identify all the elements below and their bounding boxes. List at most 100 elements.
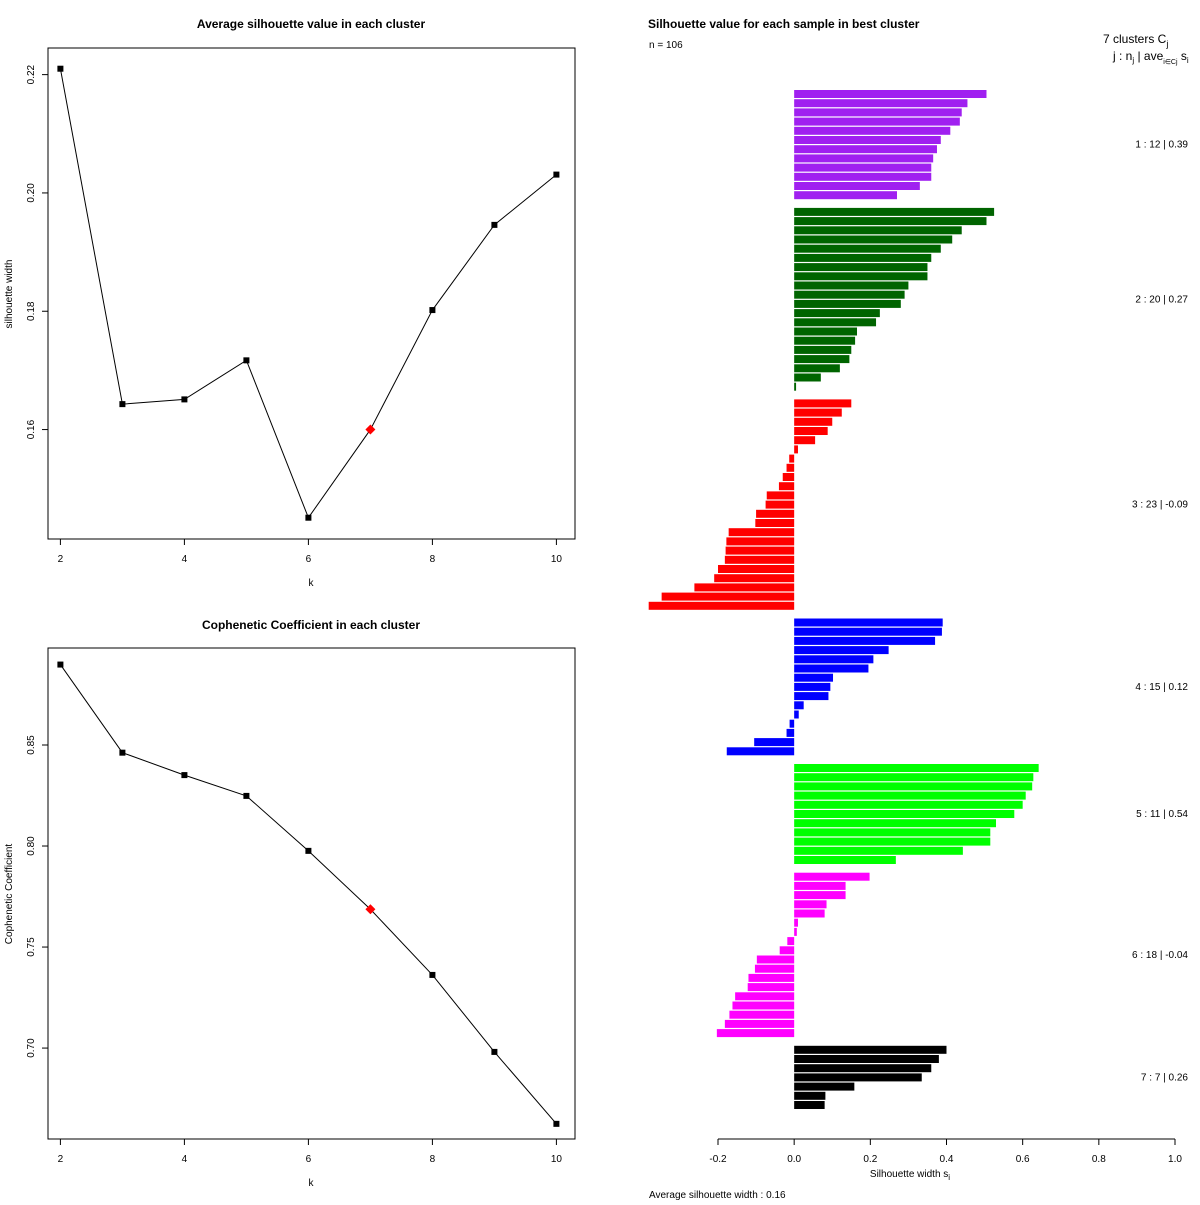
silhouette-xlabel-text: Silhouette width s xyxy=(870,1169,948,1180)
silhouette-bar xyxy=(794,692,829,701)
clusters-header: 7 clusters Cj xyxy=(1103,32,1168,49)
x-tick-label: 1.0 xyxy=(1168,1154,1182,1165)
silhouette-bar xyxy=(728,528,795,537)
silhouette-bar xyxy=(794,1082,855,1091)
silhouette-bar xyxy=(794,445,798,454)
silhouette-bar xyxy=(794,399,852,408)
data-point xyxy=(57,661,64,668)
data-point xyxy=(243,357,250,364)
silhouette-bar xyxy=(794,1101,825,1109)
cophenetic-x-axis: 2 4 6 8 10 xyxy=(58,1139,562,1165)
highlight-point xyxy=(365,424,376,435)
silhouette-bar xyxy=(794,182,920,190)
x-tick-label: 4 xyxy=(182,1154,188,1165)
silhouette-bar xyxy=(794,837,991,846)
x-tick-label: 4 xyxy=(182,554,188,565)
cophenetic-y-axis: 0.70 0.75 0.80 0.85 xyxy=(26,735,48,1058)
silhouette-bar xyxy=(765,500,795,509)
silhouette-bar xyxy=(787,937,795,946)
silhouette-bar xyxy=(766,491,795,500)
silhouette-bar xyxy=(794,655,874,664)
data-point xyxy=(429,971,436,978)
subheader-j-n: j : n xyxy=(1112,49,1132,63)
data-point xyxy=(491,1048,498,1055)
silhouette-bar xyxy=(794,226,962,235)
silhouette-bar xyxy=(748,973,795,982)
silhouette-k-title: Average silhouette value in each cluster xyxy=(197,17,426,31)
silhouette-bar xyxy=(718,565,795,573)
silhouette-bar xyxy=(754,738,795,747)
cluster-label: 4 : 15 | 0.12 xyxy=(1135,682,1188,693)
subheader-sub-cj: i∈Cj xyxy=(1163,59,1178,66)
silhouette-bar xyxy=(794,927,797,936)
silhouette-bar xyxy=(794,299,901,308)
silhouette-bars xyxy=(648,90,1039,1109)
silhouette-bar xyxy=(794,99,968,108)
series-line xyxy=(59,68,557,519)
sample-count: n = 106 xyxy=(649,40,683,51)
silhouette-bar xyxy=(735,992,795,1001)
silhouette-bar xyxy=(794,856,896,864)
silhouette-bar xyxy=(694,583,795,592)
cluster-label: 1 : 12 | 0.39 xyxy=(1135,140,1188,151)
silhouette-bar xyxy=(794,136,941,144)
silhouette-bar xyxy=(794,290,905,299)
y-tick-label: 0.85 xyxy=(26,735,37,755)
silhouette-bar xyxy=(794,800,1023,809)
silhouette-bar xyxy=(794,900,827,909)
silhouette-bar xyxy=(794,881,846,890)
data-point xyxy=(305,514,312,521)
silhouette-bar xyxy=(794,163,932,172)
silhouette-bar xyxy=(786,728,795,737)
data-point xyxy=(553,171,560,178)
silhouette-bar xyxy=(778,482,795,491)
silhouette-bar xyxy=(794,819,997,828)
silhouette-bar xyxy=(794,207,995,216)
silhouette-bar xyxy=(794,891,846,900)
y-tick-label: 0.80 xyxy=(26,836,37,856)
silhouette-bar xyxy=(779,946,795,955)
clusters-header-sub: j xyxy=(1165,39,1168,49)
y-tick-label: 0.75 xyxy=(26,937,37,957)
data-point xyxy=(57,65,64,72)
subheader-sub-i: i xyxy=(1187,56,1189,65)
x-tick-label: 2 xyxy=(58,554,64,565)
silhouette-bar xyxy=(794,909,825,918)
clusters-header-text: 7 clusters C xyxy=(1103,32,1167,46)
silhouette-bar xyxy=(794,673,834,682)
silhouette-bar xyxy=(794,773,1034,782)
x-tick-label: 0.2 xyxy=(863,1154,877,1165)
cophenetic-series xyxy=(57,661,560,1127)
cluster-labels: 1 : 12 | 0.39 2 : 20 | 0.27 3 : 23 | -0.09… xyxy=(1132,140,1188,1084)
silhouette-bar xyxy=(794,172,932,181)
silhouette-samples-title: Silhouette value for each sample in best… xyxy=(648,17,920,31)
silhouette-bar xyxy=(794,126,951,135)
x-tick-label: 6 xyxy=(306,554,312,565)
cophenetic-ylabel: Cophenetic Coefficient xyxy=(4,844,15,945)
silhouette-bar xyxy=(794,436,816,445)
silhouette-bar xyxy=(794,791,1026,800)
silhouette-bar xyxy=(794,90,987,98)
silhouette-bar xyxy=(794,382,797,391)
subheader-s: s xyxy=(1178,49,1187,63)
x-tick-label: 0.4 xyxy=(940,1154,954,1165)
data-point xyxy=(491,221,498,228)
silhouette-bar xyxy=(794,191,897,200)
silhouette-bar xyxy=(794,646,889,655)
subheader-ave: | ave xyxy=(1134,49,1163,63)
silhouette-bar xyxy=(794,701,804,710)
silhouette-xlabel: Silhouette width si xyxy=(870,1169,950,1182)
data-point xyxy=(181,772,188,779)
silhouette-bar xyxy=(661,592,795,601)
silhouette-bar xyxy=(794,345,852,354)
silhouette-bar xyxy=(714,574,795,583)
silhouette-bar xyxy=(794,417,833,426)
silhouette-k-plot-box xyxy=(47,47,576,540)
silhouette-bar xyxy=(794,327,858,336)
data-point xyxy=(305,847,312,854)
silhouette-bar xyxy=(794,846,963,855)
silhouette-bar xyxy=(794,253,932,262)
silhouette-bar xyxy=(794,336,856,345)
data-point xyxy=(243,792,250,799)
